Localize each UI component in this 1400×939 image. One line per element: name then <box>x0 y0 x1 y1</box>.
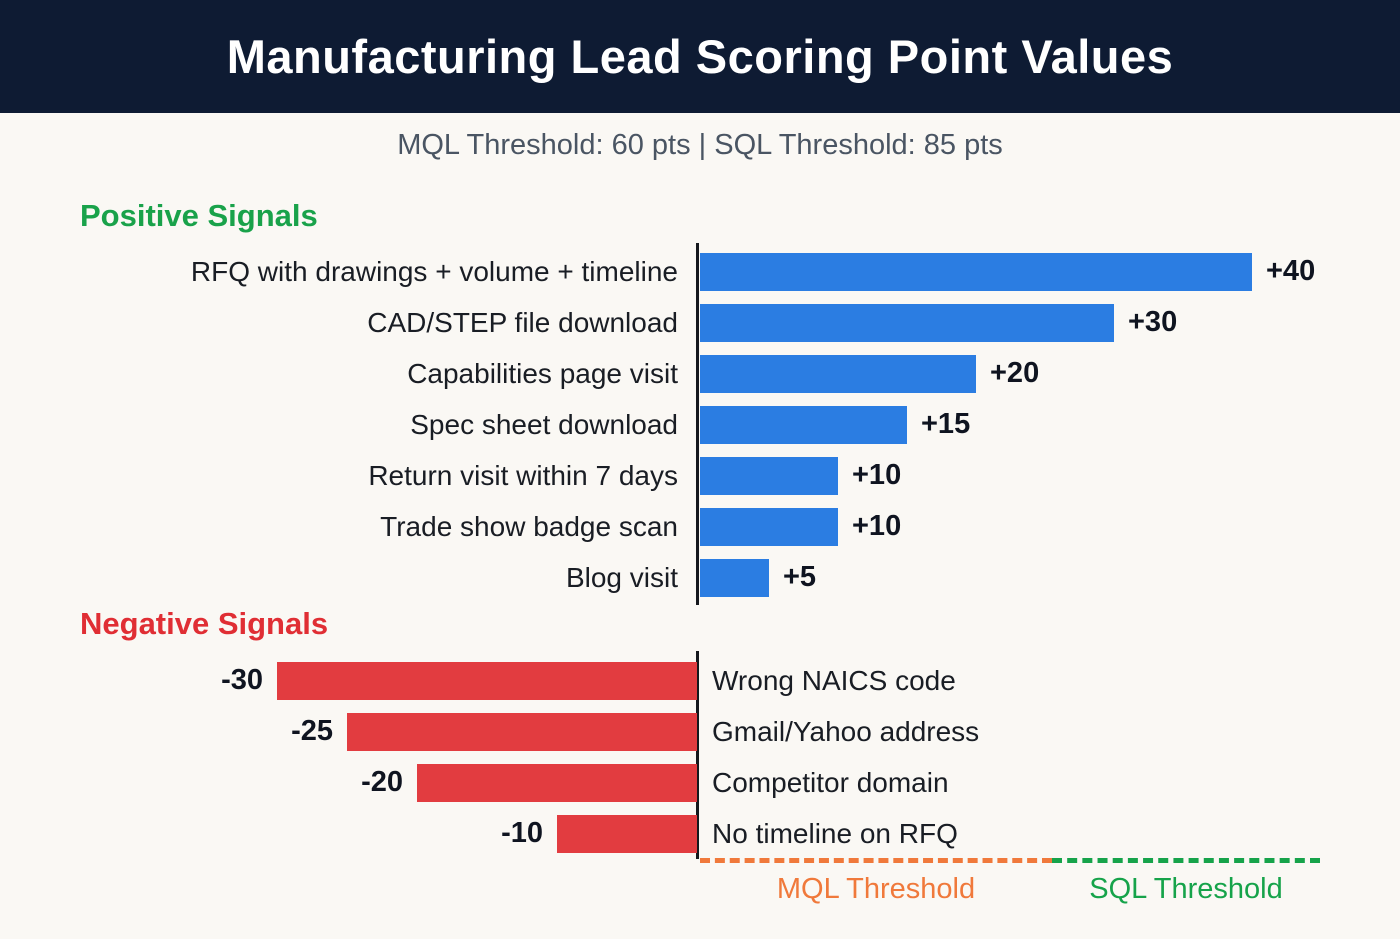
positive-bar <box>700 559 769 597</box>
threshold-subtitle: MQL Threshold: 60 pts | SQL Threshold: 8… <box>397 129 1003 161</box>
positive-bar <box>700 406 907 444</box>
bar-label: Wrong NAICS code <box>712 665 956 696</box>
negative-bar-row: -20 Competitor domain <box>0 757 1400 808</box>
negative-bar-row: -30 Wrong NAICS code <box>0 655 1400 706</box>
positive-bar-row: CAD/STEP file download +30 <box>0 297 1400 348</box>
bar-value: +20 <box>990 357 1040 389</box>
negative-signals-heading: Negative Signals <box>80 606 329 641</box>
negative-bar <box>347 713 697 751</box>
bar-value: +40 <box>1266 255 1316 287</box>
positive-bar-row: Blog visit +5 <box>0 552 1400 603</box>
positive-bar <box>700 253 1252 291</box>
bar-label: Spec sheet download <box>410 409 678 440</box>
bar-value: +10 <box>852 510 902 542</box>
negative-bar-row: -25 Gmail/Yahoo address <box>0 706 1400 757</box>
bar-label: Return visit within 7 days <box>368 460 678 491</box>
positive-bars-group: RFQ with drawings + volume + timeline +40… <box>0 246 1400 603</box>
bar-value: -25 <box>291 715 333 747</box>
bar-value: -10 <box>501 817 543 849</box>
bar-label: RFQ with drawings + volume + timeline <box>190 256 678 287</box>
positive-bar <box>700 304 1114 342</box>
bar-value: +15 <box>921 408 971 440</box>
chart-title: Manufacturing Lead Scoring Point Values <box>226 30 1174 83</box>
positive-bar-row: RFQ with drawings + volume + timeline +40 <box>0 246 1400 297</box>
positive-bar-row: Capabilities page visit +20 <box>0 348 1400 399</box>
positive-bar-row: Spec sheet download +15 <box>0 399 1400 450</box>
positive-axis-line <box>696 243 699 605</box>
bar-value: -20 <box>361 766 403 798</box>
negative-bar <box>557 815 697 853</box>
mql-threshold-dashed-line <box>700 858 1052 863</box>
negative-axis-line <box>696 651 699 859</box>
bar-label: Trade show badge scan <box>380 511 678 542</box>
positive-bar-row: Return visit within 7 days +10 <box>0 450 1400 501</box>
positive-bar-row: Trade show badge scan +10 <box>0 501 1400 552</box>
sql-threshold-label: SQL Threshold <box>1089 873 1283 905</box>
positive-signals-heading: Positive Signals <box>80 198 318 233</box>
bar-label: Gmail/Yahoo address <box>712 716 980 747</box>
bar-value: +5 <box>783 561 817 593</box>
bar-value: -30 <box>221 664 263 696</box>
chart-header: Manufacturing Lead Scoring Point Values <box>0 0 1400 113</box>
negative-bar-row: -10 No timeline on RFQ <box>0 808 1400 859</box>
bar-label: CAD/STEP file download <box>367 307 678 338</box>
bar-label: Capabilities page visit <box>407 358 678 389</box>
negative-bar <box>277 662 697 700</box>
bar-label: Blog visit <box>565 562 678 593</box>
bar-value: +30 <box>1128 306 1178 338</box>
mql-threshold-label: MQL Threshold <box>776 873 976 905</box>
bar-label: No timeline on RFQ <box>712 818 958 849</box>
negative-bar <box>417 764 697 802</box>
positive-bar <box>700 355 976 393</box>
positive-bar <box>700 457 838 495</box>
bar-value: +10 <box>852 459 902 491</box>
sql-threshold-dashed-line <box>1052 858 1320 863</box>
negative-bars-group: -30 Wrong NAICS code -25 Gmail/Yahoo addres… <box>0 655 1400 859</box>
positive-bar <box>700 508 838 546</box>
bar-label: Competitor domain <box>712 767 949 798</box>
